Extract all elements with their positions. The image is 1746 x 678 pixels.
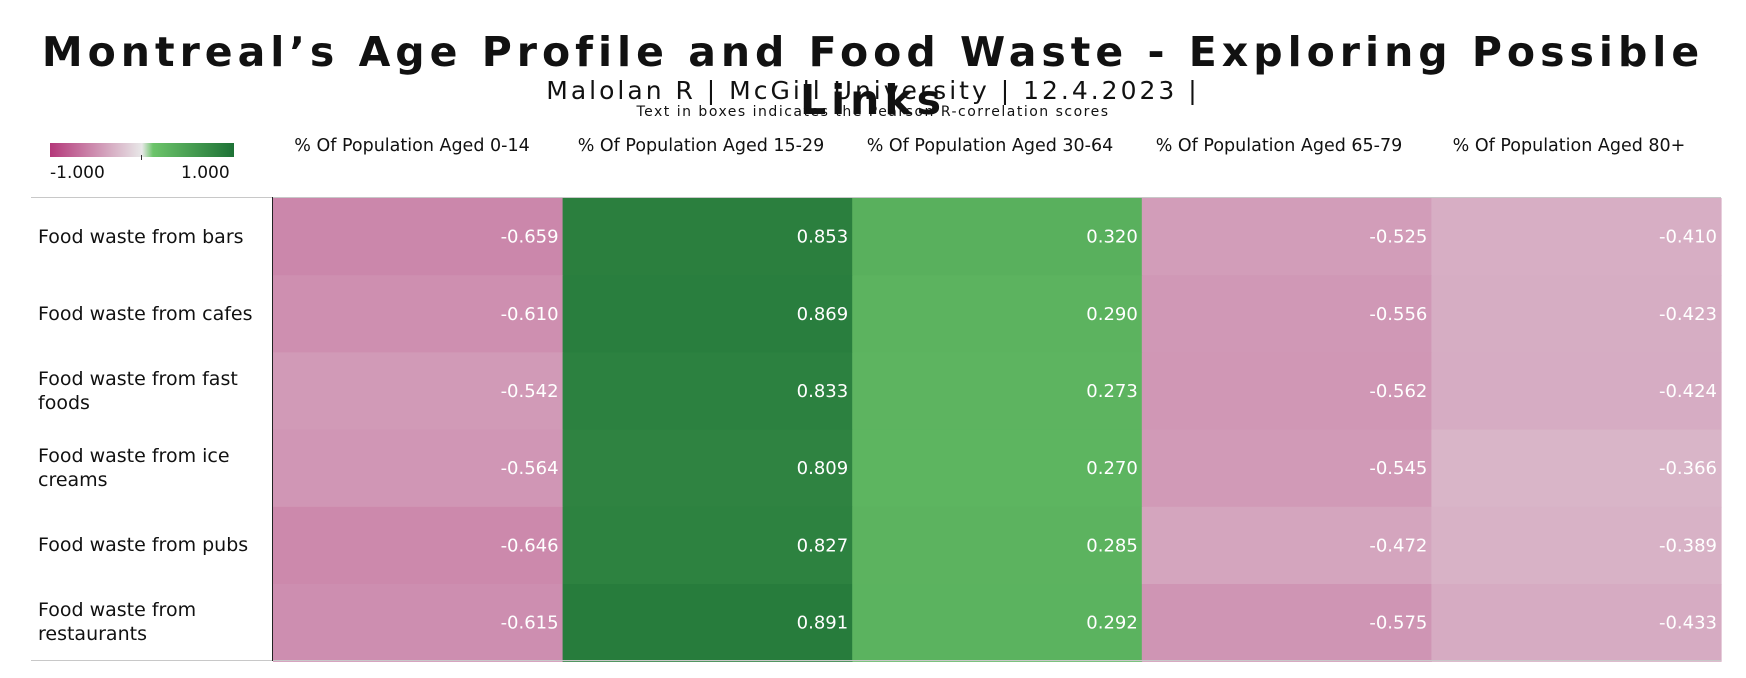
heatmap-cell-r4-c1 <box>562 506 853 585</box>
row-label-axis-line <box>272 197 273 661</box>
heatmap-cell-r4-c0 <box>273 506 564 585</box>
heatmap-cell-label-r4-c2: 0.285 <box>1086 535 1138 556</box>
row-label-cafes: Food waste from cafes <box>38 302 253 325</box>
chart-title: Montreal’s Age Profile and Food Waste - … <box>41 28 1705 124</box>
heatmap-cell-r1-c1 <box>562 275 853 353</box>
heatmap-cell-label-r4-c3: -0.472 <box>1369 535 1427 556</box>
heatmap-cell-label-r2-c0: -0.542 <box>501 381 559 402</box>
heatmap-cell-r2-c0 <box>273 352 564 431</box>
heatmap-cell-label-r0-c4: -0.410 <box>1659 227 1717 248</box>
table-top-rule <box>31 197 1721 198</box>
chart-subtitle: Malolan R | McGill University | 12.4.202… <box>546 76 1200 105</box>
heatmap-cell-label-r2-c1: 0.833 <box>797 381 849 402</box>
heatmap-cell-label-r4-c1: 0.827 <box>797 535 849 556</box>
heatmap-cell-label-r1-c2: 0.290 <box>1086 304 1138 325</box>
heatmap-cell-r2-c1 <box>562 352 853 431</box>
color-legend-bar <box>50 143 234 157</box>
row-label-restaurants: Food waste from restaurants <box>38 598 197 645</box>
heatmap-cell-r0-c1 <box>562 198 853 276</box>
chart-note: Text in boxes indicates the Pearson R-co… <box>636 104 1110 120</box>
heatmap-cell-label-r0-c3: -0.525 <box>1369 227 1427 248</box>
heatmap-cell-label-r5-c0: -0.615 <box>501 613 559 634</box>
heatmap-cell-r3-c3 <box>1141 429 1432 508</box>
heatmap-cell-r0-c4 <box>1431 198 1722 276</box>
heatmap-cell-r2-c4 <box>1431 352 1722 431</box>
column-header-aged-65-79: % Of Population Aged 65-79 <box>1155 136 1403 156</box>
heatmap-cell-r5-c2 <box>852 584 1143 662</box>
row-label-bars: Food waste from bars <box>38 225 244 248</box>
heatmap-cell-r0-c3 <box>1141 198 1432 276</box>
heatmap-cell-label-r3-c3: -0.545 <box>1369 458 1427 479</box>
heatmap-cell-r4-c3 <box>1141 506 1432 585</box>
heatmap-cell-label-r2-c2: 0.273 <box>1086 381 1138 402</box>
row-label-pubs: Food waste from pubs <box>38 533 249 556</box>
heatmap-cell-r1-c3 <box>1141 275 1432 353</box>
heatmap-cell-label-r3-c1: 0.809 <box>797 458 849 479</box>
heatmap-cell-label-r3-c2: 0.270 <box>1086 458 1138 479</box>
table-bottom-rule <box>31 660 1721 661</box>
heatmap-cell-label-r0-c0: -0.659 <box>501 227 559 248</box>
heatmap-cell-label-r2-c4: -0.424 <box>1659 381 1717 402</box>
heatmap-cell-r2-c2 <box>852 352 1143 431</box>
heatmap-cell-label-r5-c2: 0.292 <box>1086 613 1138 634</box>
heatmap-cell-label-r4-c0: -0.646 <box>501 535 559 556</box>
heatmap-cell-label-r4-c4: -0.389 <box>1659 535 1717 556</box>
heatmap-cell-label-r3-c4: -0.366 <box>1659 458 1717 479</box>
color-legend-max-label: 1.000 <box>181 163 230 183</box>
row-label-fast-foods: Food waste from fast foods <box>38 367 238 414</box>
heatmap-cell-label-r1-c0: -0.610 <box>501 304 559 325</box>
heatmap-cell-r3-c0 <box>273 429 564 508</box>
color-legend-min-label: -1.000 <box>50 163 105 183</box>
heatmap-cell-r0-c0 <box>273 198 564 276</box>
heatmap-cell-label-r1-c1: 0.869 <box>797 304 849 325</box>
heatmap-cell-r4-c4 <box>1431 506 1722 585</box>
color-legend-midpoint-tick <box>141 155 142 160</box>
heatmap-cell-r3-c2 <box>852 429 1143 508</box>
heatmap-cell-r1-c0 <box>273 275 564 353</box>
heatmap-cell-label-r5-c3: -0.575 <box>1369 613 1427 634</box>
heatmap-cell-label-r3-c0: -0.564 <box>501 458 559 479</box>
heatmap-cell-r5-c0 <box>273 584 564 662</box>
heatmap-cell-r3-c4 <box>1431 429 1722 508</box>
heatmap-cell-r1-c4 <box>1431 275 1722 353</box>
heatmap-cell-label-r1-c3: -0.556 <box>1369 304 1427 325</box>
column-header-aged-30-64: % Of Population Aged 30-64 <box>866 136 1114 156</box>
heatmap-cell-r4-c2 <box>852 506 1143 585</box>
heatmap-cell-r0-c2 <box>852 198 1143 276</box>
heatmap-cell-label-r1-c4: -0.423 <box>1659 304 1717 325</box>
column-header-aged-15-29: % Of Population Aged 15-29 <box>577 136 825 156</box>
heatmap-cell-r1-c2 <box>852 275 1143 353</box>
heatmap-cell-label-r5-c1: 0.891 <box>797 613 849 634</box>
heatmap-cell-r2-c3 <box>1141 352 1432 431</box>
column-header-aged-80-plus: % Of Population Aged 80+ <box>1452 136 1686 156</box>
heatmap-cell-label-r0-c2: 0.320 <box>1086 227 1138 248</box>
row-label-ice-creams: Food waste from ice creams <box>38 444 230 491</box>
heatmap-cell-r3-c1 <box>562 429 853 508</box>
heatmap-cell-label-r2-c3: -0.562 <box>1369 381 1427 402</box>
column-header-aged-0-14: % Of Population Aged 0-14 <box>294 136 530 156</box>
heatmap-cell-label-r0-c1: 0.853 <box>797 227 849 248</box>
heatmap-cell-r5-c3 <box>1141 584 1432 662</box>
heatmap-cell-label-r5-c4: -0.433 <box>1659 613 1717 634</box>
heatmap-cell-r5-c4 <box>1431 584 1722 662</box>
heatmap-cell-r5-c1 <box>562 584 853 662</box>
